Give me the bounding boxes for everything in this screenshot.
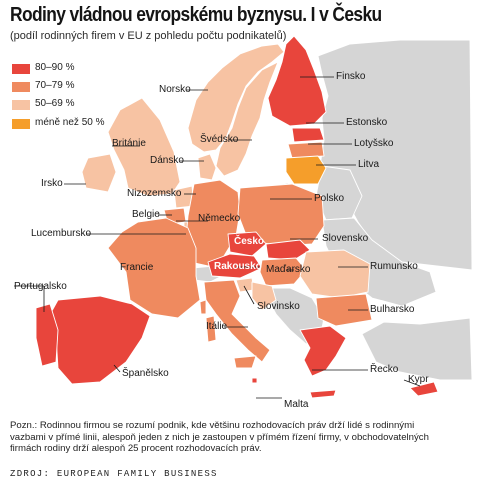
bulgaria-shape	[315, 293, 373, 327]
czechia-shape	[227, 231, 267, 257]
latvia-shape	[287, 141, 325, 159]
label-litva: Litva	[358, 159, 380, 170]
label-nizozemsko: Nizozemsko	[127, 188, 182, 199]
leader-lines	[14, 76, 421, 399]
label-svedsko: Švédsko	[200, 134, 239, 145]
corsica-shape	[199, 299, 207, 315]
legend-label-50-69: 50–69 %	[35, 98, 75, 110]
legend-swatch-under-50	[12, 118, 30, 129]
sweden-shape	[215, 61, 279, 177]
source-line: ZDROJ: EUROPEAN FAMILY BUSINESS	[10, 469, 218, 479]
label-slovensko: Slovensko	[322, 233, 369, 244]
label-lotyssko: Lotyšsko	[354, 138, 394, 149]
denmark-shape	[197, 153, 217, 181]
cyprus-shape	[409, 381, 439, 397]
label-dansko: Dánsko	[150, 155, 184, 166]
label-nemecko: Německo	[198, 213, 241, 224]
uk-shape	[107, 97, 181, 197]
page-title: Rodiny vládnou evropskému byznysu. I v Č…	[10, 4, 382, 26]
label-italie: Itálie	[206, 321, 228, 332]
hungary-shape	[259, 257, 307, 287]
label-irsko: Irsko	[41, 178, 63, 189]
lithuania-shape	[285, 155, 327, 185]
italy-shape	[203, 279, 271, 363]
label-bulharsko: Bulharsko	[370, 304, 415, 315]
slovakia-shape	[265, 239, 311, 261]
turkey-shape	[361, 317, 473, 381]
portugal-shape	[35, 303, 59, 367]
africa-coast-shape	[0, 396, 480, 487]
label-finsko: Finsko	[336, 71, 366, 82]
sardinia-shape	[205, 315, 217, 343]
label-polsko: Polsko	[314, 193, 345, 204]
norway-shape	[187, 43, 285, 153]
croatia-shape	[251, 281, 277, 311]
label-cesko: Česko	[234, 236, 265, 247]
label-madarsko: Maďarsko	[266, 264, 311, 275]
label-norsko: Norsko	[159, 84, 191, 95]
legend-swatch-70-79	[12, 82, 30, 93]
label-britanie: Británie	[112, 138, 146, 149]
page-subtitle: (podíl rodinných firem v EU z pohledu po…	[10, 30, 287, 42]
label-portugalsko: Portugalsko	[14, 281, 67, 292]
label-kypr: Kypr	[408, 374, 429, 385]
label-francie: Francie	[120, 262, 154, 273]
footnote: Pozn.: Rodinnou firmou se rozumí podnik,…	[10, 420, 429, 455]
legend-label-70-79: 70–79 %	[35, 80, 75, 92]
legend-swatch-80-90	[12, 64, 30, 74]
label-recko: Řecko	[370, 364, 399, 375]
label-lucembursko: Lucembursko	[31, 228, 92, 239]
malta-shape	[251, 377, 258, 384]
label-spanelsko: Španělsko	[122, 368, 169, 379]
legend-label-80-90: 80–90 %	[35, 62, 75, 73]
greece-shape	[299, 325, 347, 377]
legend-swatch-50-69	[12, 100, 30, 111]
france-shape	[107, 217, 201, 319]
crete-shape	[309, 389, 337, 399]
label-slovinsko: Slovinsko	[257, 301, 300, 312]
estonia-shape	[291, 127, 325, 143]
label-estonsko: Estonsko	[346, 117, 388, 128]
label-rumunsko: Rumunsko	[370, 261, 418, 272]
label-belgie: Belgie	[132, 209, 160, 220]
label-rakousko: Rakousko	[214, 261, 262, 272]
ireland-shape	[81, 153, 117, 193]
slovenia-shape	[235, 277, 255, 293]
sicily-shape	[233, 355, 257, 369]
legend-label-under-50: méně než 50 %	[35, 116, 105, 128]
poland-shape	[237, 183, 325, 247]
label-malta: Malta	[284, 399, 309, 410]
finland-shape	[267, 35, 327, 127]
